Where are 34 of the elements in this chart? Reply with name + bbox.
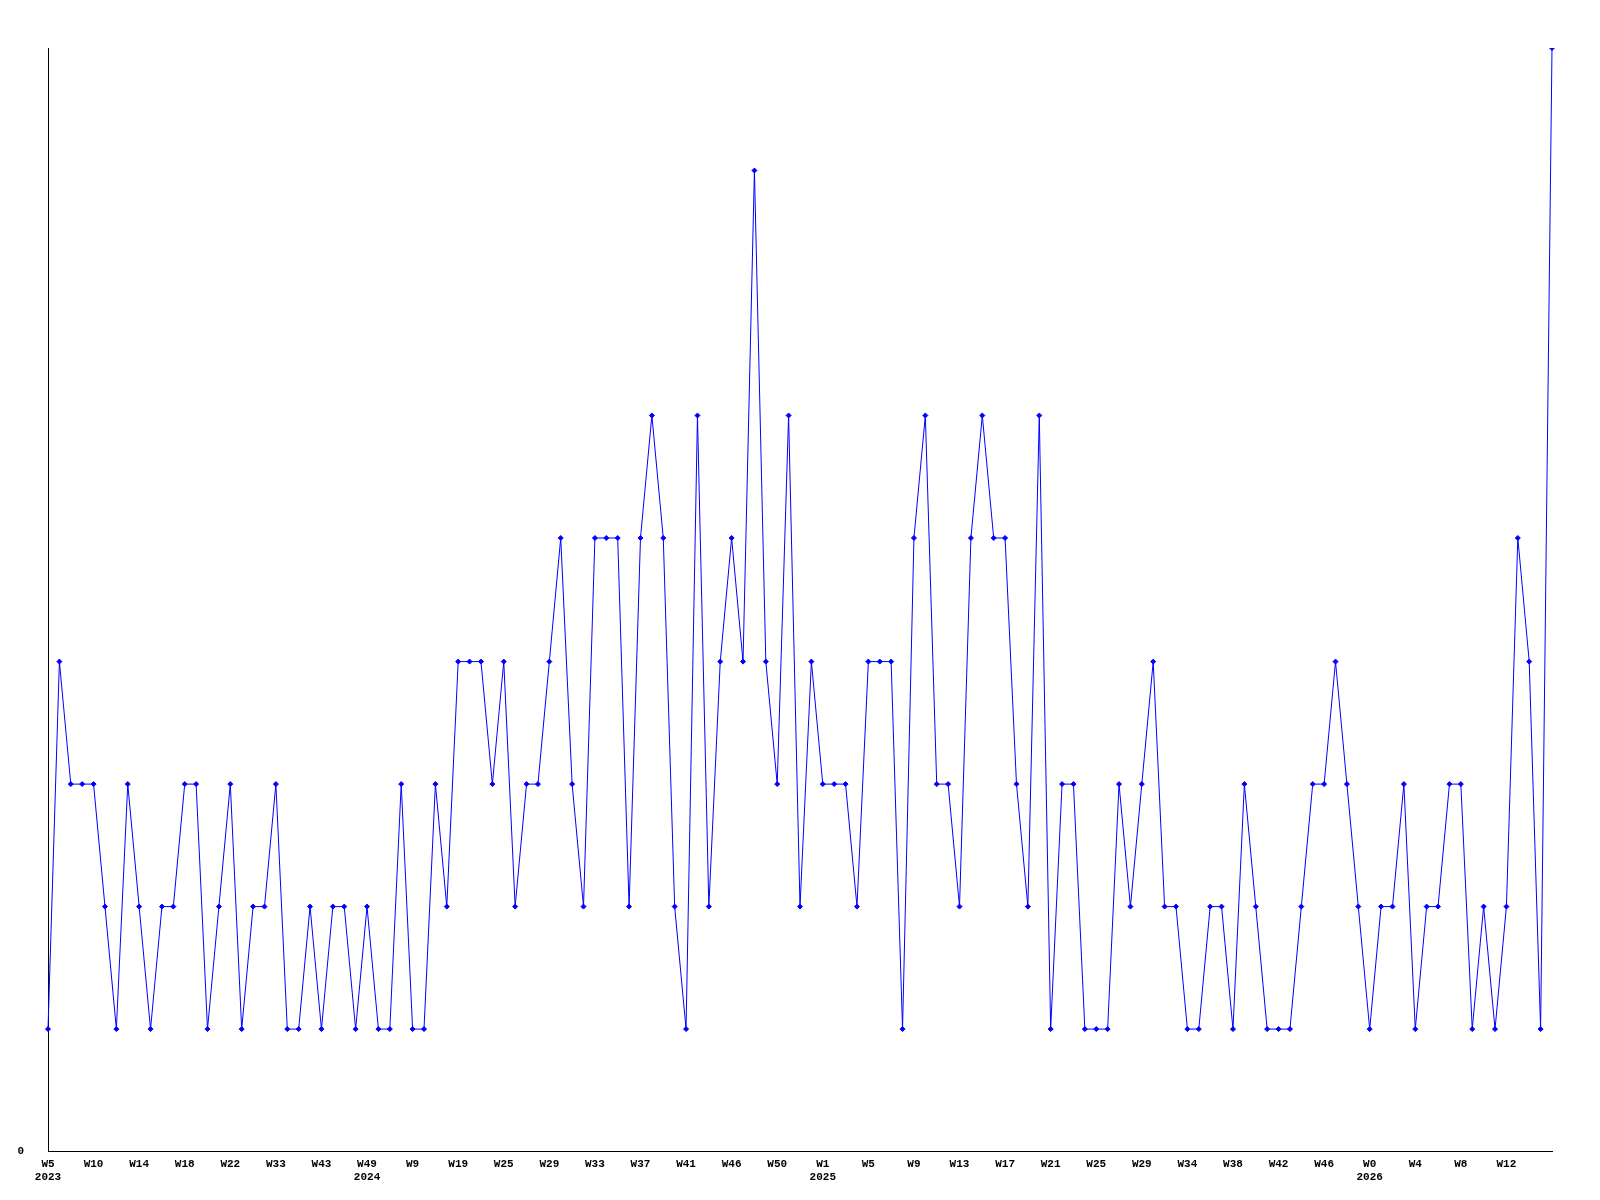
text: 0	[17, 1145, 24, 1158]
x-tick-label: W33	[265, 1157, 287, 1170]
x-tick-label: W5	[861, 1157, 876, 1170]
x-tick-label: W9	[907, 1157, 921, 1170]
x-tick-label: W49 2024	[353, 1157, 381, 1184]
x-tick-label: W21	[1040, 1157, 1061, 1170]
x-tick-label: W4	[1408, 1157, 1423, 1170]
x-tick-label: W38	[1223, 1157, 1244, 1170]
x-tick-label: W5 2023	[34, 1157, 62, 1184]
x-tick-label: W1 2025	[809, 1157, 837, 1184]
x-tick-label: W19	[448, 1157, 469, 1170]
x-tick-label: W12	[1496, 1157, 1517, 1170]
x-tick-label: W13	[949, 1157, 970, 1170]
x-tick-label: W50	[767, 1157, 788, 1170]
x-tick-label: W41	[676, 1157, 697, 1170]
x-tick-label: W43	[311, 1157, 332, 1170]
x-tick-label: W8	[1454, 1157, 1468, 1170]
x-tick-label: W37	[630, 1157, 651, 1170]
x-tick-label: W25	[1086, 1157, 1107, 1170]
x-tick-label: W29	[539, 1157, 560, 1170]
x-tick-label: W0 2026	[1356, 1157, 1383, 1184]
x-tick-label: W9	[406, 1157, 420, 1170]
x-tick-label: W46	[721, 1157, 742, 1170]
x-tick-label: W14	[129, 1157, 150, 1170]
x-tick-label: W22	[220, 1157, 241, 1170]
x-tick-label: W17	[995, 1157, 1015, 1170]
x-tick-label: W10	[83, 1157, 104, 1170]
x-tick-label: W34	[1177, 1157, 1198, 1170]
x-tick-label: W18	[174, 1157, 196, 1170]
x-tick-label: W42	[1268, 1157, 1289, 1170]
x-tick-label: W46	[1314, 1157, 1335, 1170]
x-tick-label: W33	[585, 1157, 606, 1170]
x-tick-label: W29	[1131, 1157, 1152, 1170]
x-tick-label: W25	[493, 1157, 515, 1170]
